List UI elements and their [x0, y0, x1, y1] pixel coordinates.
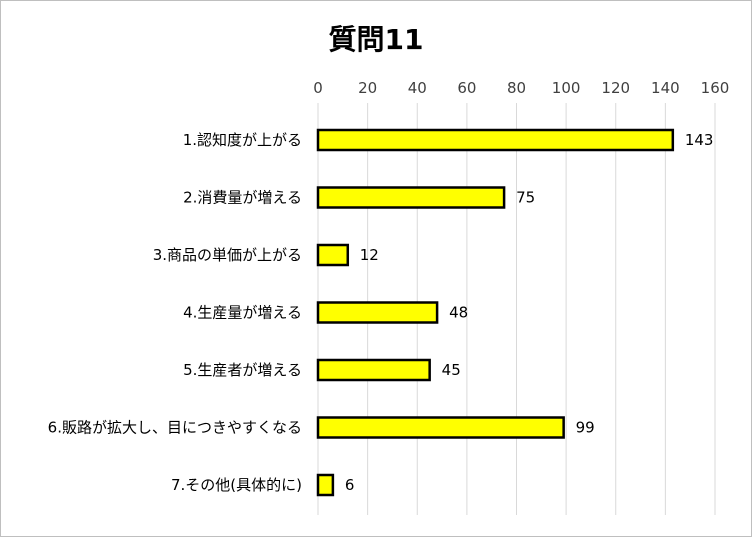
category-label: 6.販路が拡大し、目につきやすくなる — [48, 419, 302, 437]
data-label: 75 — [516, 189, 535, 207]
bar — [316, 473, 335, 497]
data-label: 12 — [360, 246, 379, 264]
data-label: 143 — [685, 131, 714, 149]
x-tick-label: 0 — [313, 79, 323, 97]
category-labels: 1.認知度が上がる 2.消費量が増える 3.商品の単価が上がる 4.生産量が増える 5.… — [48, 131, 302, 494]
x-tick-label: 120 — [601, 79, 630, 97]
category-label: 5.生産者が増える — [183, 361, 302, 379]
bar — [316, 186, 506, 209]
category-label: 4.生産量が増える — [183, 304, 302, 322]
bar — [316, 128, 675, 152]
data-label: 45 — [442, 361, 461, 379]
bar — [316, 243, 350, 267]
chart-title: 質問11 — [328, 23, 424, 56]
x-tick-label: 140 — [651, 79, 680, 97]
bar — [316, 416, 565, 439]
x-tick-label: 40 — [408, 79, 427, 97]
x-tick-label: 160 — [701, 79, 730, 97]
x-tick-label: 100 — [552, 79, 581, 97]
category-label: 1.認知度が上がる — [183, 131, 302, 149]
category-label: 7.その他(具体的に) — [171, 476, 302, 494]
data-labels: 143 75 12 48 45 99 6 — [345, 131, 714, 494]
x-axis-ticks: 0 20 40 60 80 100 120 140 160 — [313, 79, 729, 97]
x-tick-label: 60 — [457, 79, 476, 97]
bar — [316, 358, 431, 382]
data-label: 99 — [576, 419, 595, 437]
bar — [316, 301, 439, 324]
category-label: 2.消費量が増える — [183, 189, 302, 207]
data-label: 48 — [449, 304, 468, 322]
bars — [316, 128, 675, 497]
x-tick-label: 20 — [358, 79, 377, 97]
category-label: 3.商品の単価が上がる — [153, 246, 302, 264]
x-tick-label: 80 — [507, 79, 526, 97]
data-label: 6 — [345, 476, 355, 494]
